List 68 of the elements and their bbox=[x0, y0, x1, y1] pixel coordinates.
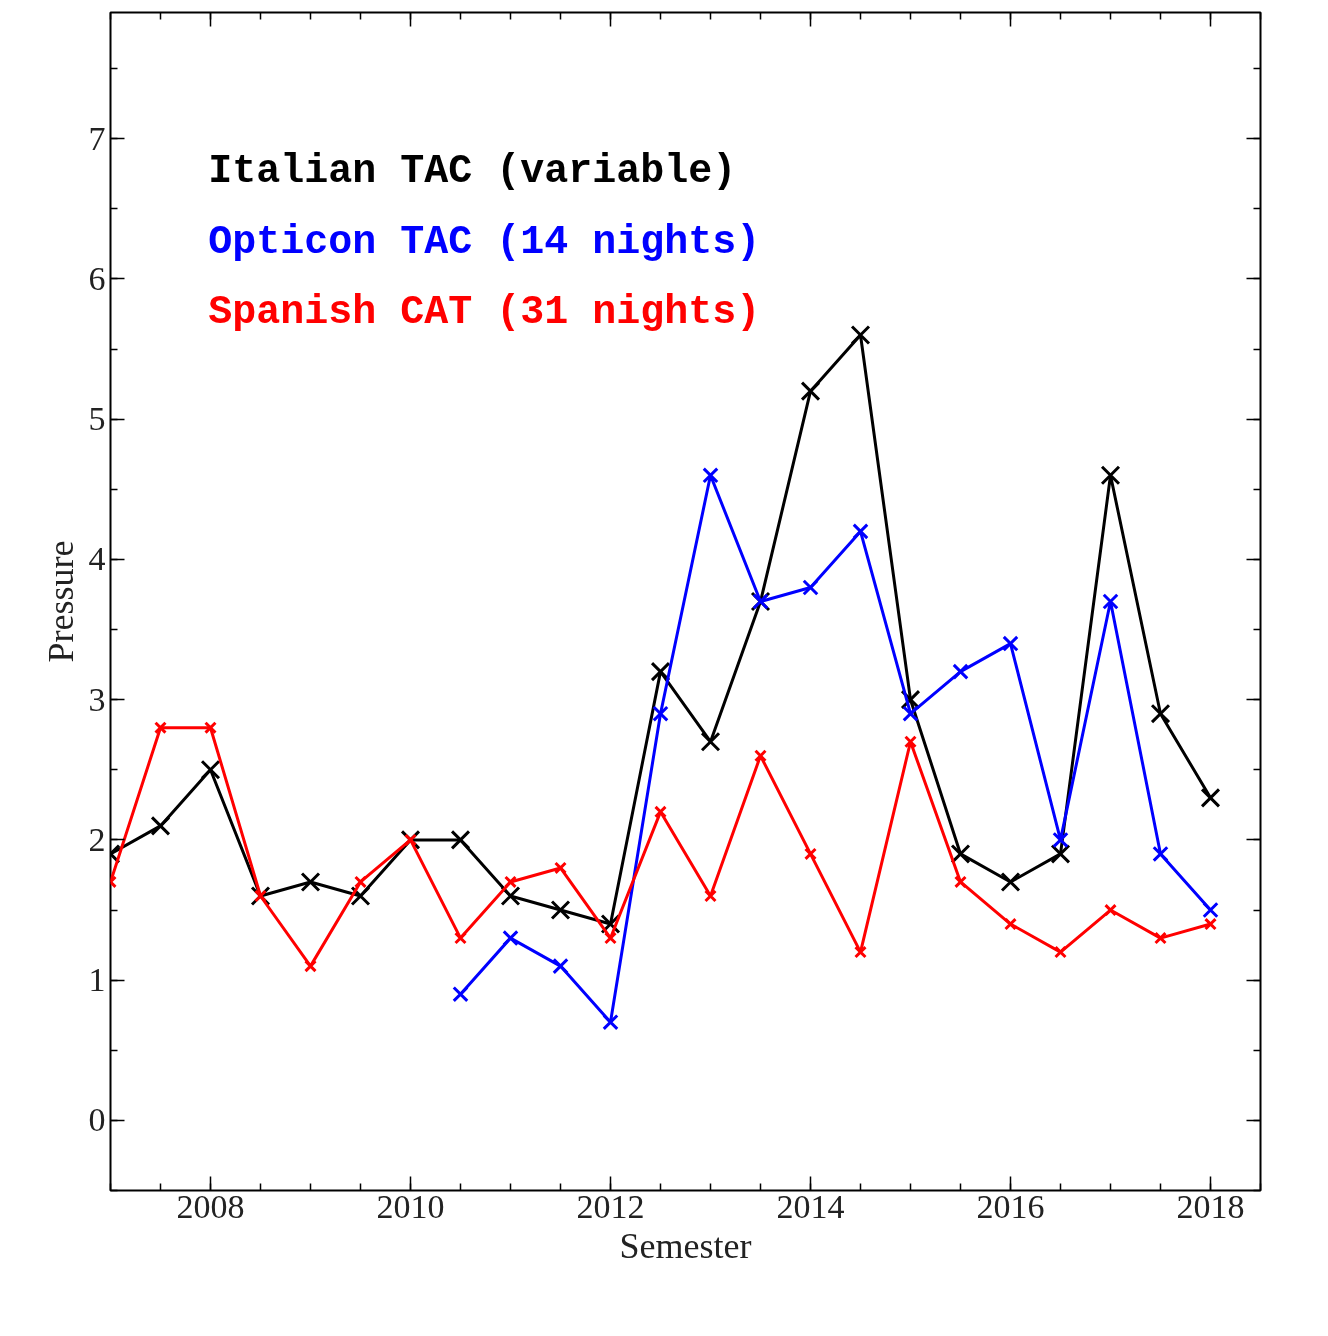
point bbox=[1004, 917, 1017, 931]
point bbox=[1102, 593, 1119, 610]
point bbox=[1204, 917, 1217, 931]
point bbox=[150, 815, 171, 836]
text: Spanish CAT (31 nights) bbox=[208, 290, 761, 336]
point bbox=[304, 959, 317, 973]
point bbox=[652, 705, 669, 722]
y-tick-label: 5 bbox=[88, 400, 106, 438]
point bbox=[552, 957, 569, 975]
point bbox=[1104, 903, 1117, 917]
point bbox=[602, 1014, 619, 1031]
point bbox=[504, 875, 517, 889]
y-tick-label: 2 bbox=[88, 820, 106, 858]
point bbox=[952, 663, 969, 680]
x-tick-label: 2008 bbox=[176, 1187, 245, 1225]
point bbox=[852, 523, 869, 540]
point bbox=[1052, 831, 1069, 849]
point bbox=[902, 705, 919, 722]
point bbox=[154, 721, 167, 735]
point bbox=[604, 931, 617, 945]
x-axis-title: Semester bbox=[619, 1225, 752, 1266]
point bbox=[702, 467, 719, 484]
point bbox=[704, 889, 717, 903]
point bbox=[1202, 901, 1219, 919]
point bbox=[950, 843, 971, 864]
point bbox=[804, 847, 817, 861]
point bbox=[754, 749, 767, 763]
point bbox=[954, 875, 967, 889]
y-tick-label: 3 bbox=[88, 680, 106, 718]
x-tick-label: 2018 bbox=[1176, 1187, 1245, 1225]
point bbox=[1100, 465, 1121, 486]
point bbox=[450, 829, 471, 850]
point bbox=[204, 721, 217, 735]
point bbox=[1000, 871, 1021, 892]
x-tick-label: 2012 bbox=[576, 1187, 645, 1225]
y-tick-label: 1 bbox=[88, 961, 106, 999]
point bbox=[1152, 845, 1169, 863]
point bbox=[554, 861, 567, 875]
x-tick-label: 2010 bbox=[376, 1187, 445, 1225]
x-tick-label: 2014 bbox=[776, 1187, 845, 1225]
point bbox=[650, 661, 671, 682]
point bbox=[200, 759, 221, 780]
point bbox=[1150, 703, 1171, 724]
point bbox=[700, 731, 721, 752]
y-axis-title: Pressure bbox=[40, 540, 81, 663]
point bbox=[802, 579, 819, 596]
point bbox=[1200, 787, 1221, 808]
point bbox=[854, 945, 867, 959]
text: Italian TAC (variable) bbox=[208, 149, 737, 195]
point bbox=[904, 735, 917, 749]
point bbox=[354, 875, 367, 889]
point bbox=[850, 325, 871, 346]
point bbox=[1154, 931, 1167, 945]
point bbox=[654, 805, 667, 819]
text: Opticon TAC (14 nights) bbox=[208, 219, 761, 265]
point bbox=[800, 381, 821, 402]
point bbox=[300, 871, 321, 892]
y-tick-label: 6 bbox=[88, 259, 106, 297]
y-tick-label: 4 bbox=[88, 540, 106, 578]
y-tick-label: 7 bbox=[88, 119, 106, 157]
point bbox=[502, 929, 519, 947]
y-tick-label: 0 bbox=[88, 1101, 106, 1139]
point bbox=[454, 931, 467, 945]
point bbox=[452, 985, 469, 1003]
point bbox=[1002, 635, 1019, 652]
point bbox=[1054, 945, 1067, 959]
x-tick-label: 2016 bbox=[976, 1187, 1045, 1225]
point bbox=[550, 900, 571, 921]
